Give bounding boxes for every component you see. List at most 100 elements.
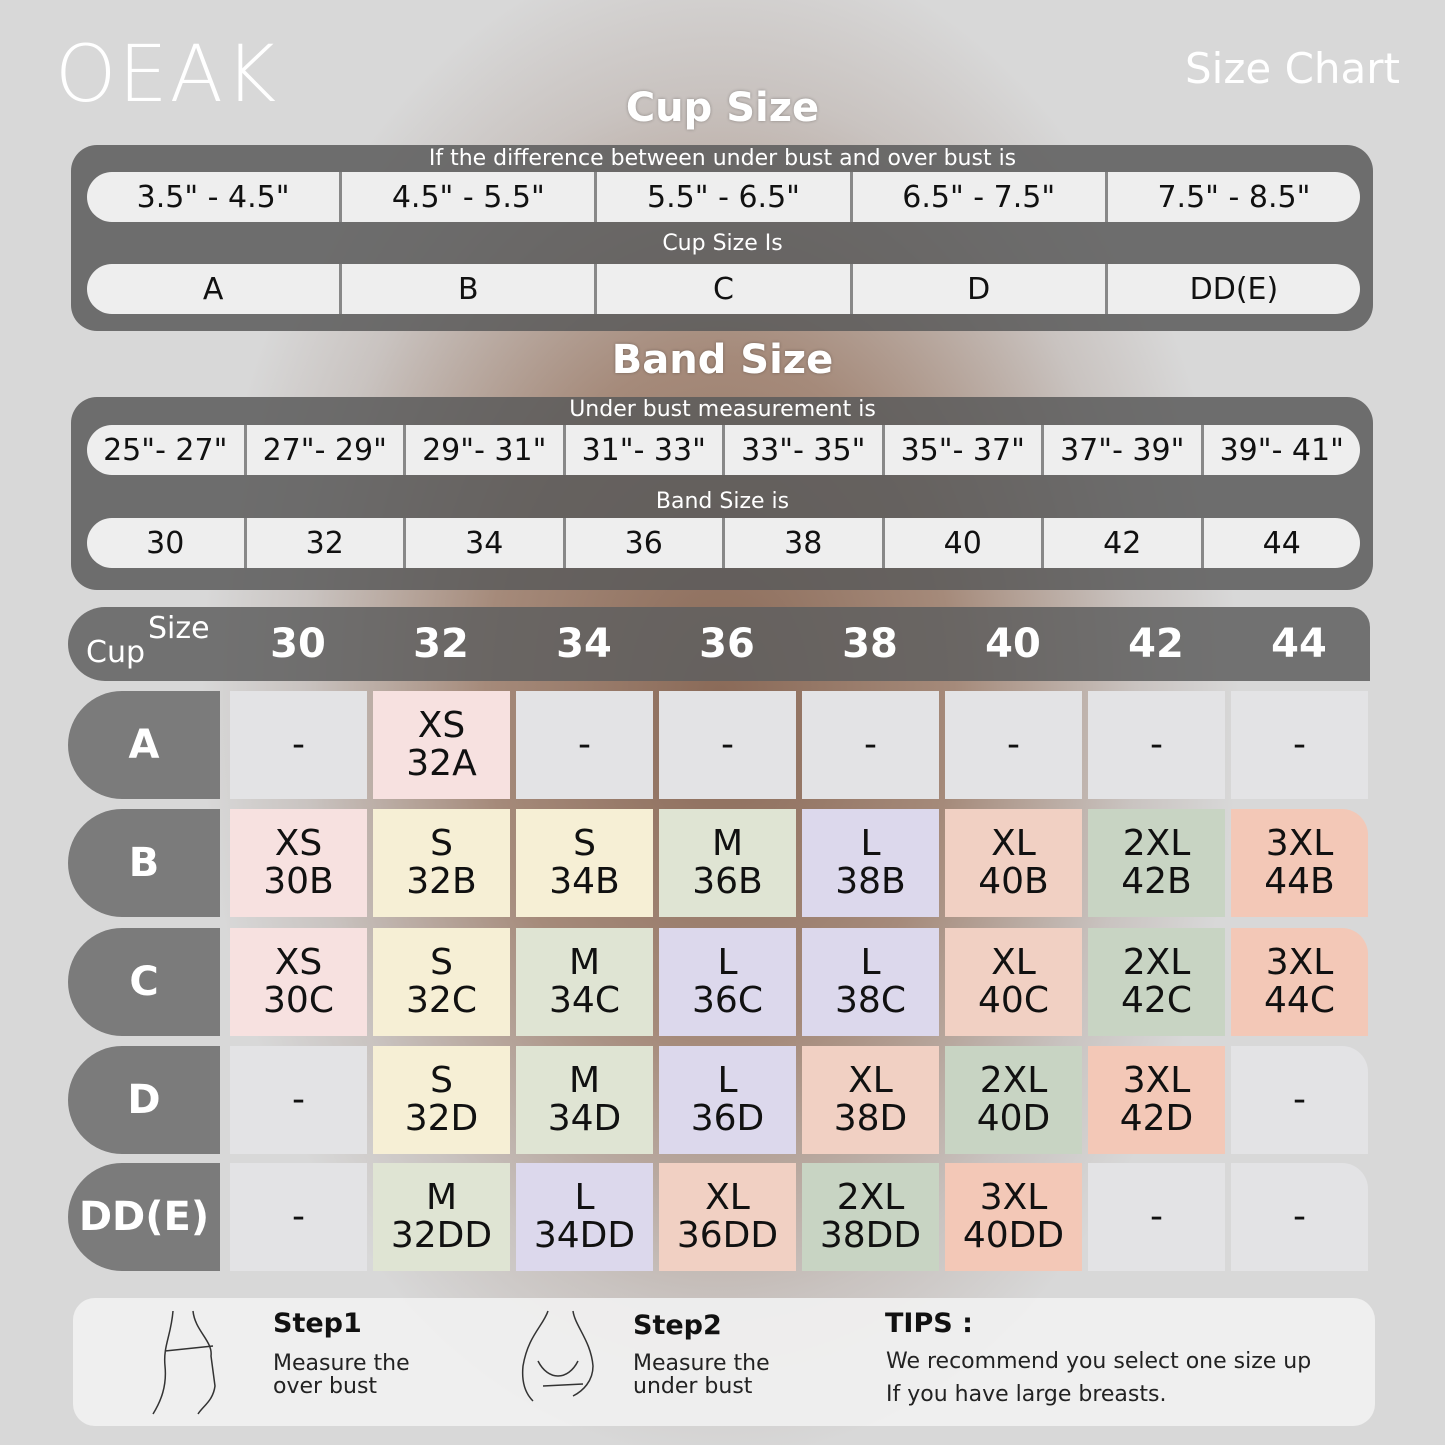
size-code: 32A <box>406 743 477 784</box>
size-cell: - <box>230 1046 367 1154</box>
tips-title: TIPS : <box>885 1308 973 1339</box>
size-code: 32D <box>404 1098 479 1139</box>
band-value-cell: 42 <box>1044 518 1204 568</box>
size-label: 2XL <box>1122 823 1191 864</box>
size-label: L <box>717 1060 738 1101</box>
size-label: 3XL <box>1265 942 1334 983</box>
cup-value-row: A B C D DD(E) <box>87 264 1360 314</box>
size-cell: L 36C <box>659 928 796 1036</box>
size-cell: - <box>1231 1163 1368 1271</box>
band-value-cell: 38 <box>725 518 885 568</box>
size-code: 34D <box>547 1098 622 1139</box>
step1-title: Step1 <box>273 1308 362 1339</box>
size-cell: L 38B <box>802 809 939 917</box>
size-label: - <box>721 724 734 765</box>
band-range-cell: 37"- 39" <box>1044 425 1204 475</box>
size-code: 38DD <box>819 1215 922 1256</box>
size-cell: S 32B <box>373 809 510 917</box>
size-label: - <box>1293 1196 1306 1237</box>
size-label: - <box>292 1079 305 1120</box>
band-value-cell: 30 <box>87 518 247 568</box>
cup-range-cell: 6.5" - 7.5" <box>853 172 1108 222</box>
size-code: 40DD <box>962 1215 1065 1256</box>
size-cell: L 34DD <box>516 1163 653 1271</box>
corner-cup-label: Cup <box>86 635 146 670</box>
corner-size-label: Size <box>148 611 210 646</box>
size-label: XL <box>705 1177 750 1218</box>
size-code: 32B <box>406 861 477 902</box>
size-cell: 3XL 44B <box>1231 809 1368 917</box>
size-code: 36DD <box>676 1215 779 1256</box>
size-cell: - <box>1231 691 1368 799</box>
size-cell: M 36B <box>659 809 796 917</box>
size-label: XL <box>991 823 1036 864</box>
cup-value-cell: B <box>342 264 598 314</box>
size-code: 40D <box>976 1098 1051 1139</box>
size-cell: - <box>230 691 367 799</box>
size-cell: 2XL 42C <box>1088 928 1225 1036</box>
band-value-row: 30 32 34 36 38 40 42 44 <box>87 518 1360 568</box>
band-range-cell: 39"- 41" <box>1219 432 1344 468</box>
size-code: 38C <box>835 980 906 1021</box>
row-header-cup: DD(E) <box>68 1163 220 1271</box>
size-cell: - <box>516 691 653 799</box>
size-cell: XS 30B <box>230 809 367 917</box>
size-label: - <box>864 724 877 765</box>
row-header-cup: B <box>68 809 220 917</box>
size-code: 36C <box>692 980 763 1021</box>
cup-size-heading: Cup Size <box>625 85 820 131</box>
size-label: S <box>430 942 453 983</box>
size-code: 36B <box>692 861 763 902</box>
row-header-cup: A <box>68 691 220 799</box>
page-title: Size Chart <box>1185 44 1400 93</box>
size-label: L <box>860 942 881 983</box>
band-value-cell: 32 <box>247 518 406 568</box>
size-label: - <box>1293 724 1306 765</box>
size-cell: XL 38D <box>802 1046 939 1154</box>
cup-value-cell: A <box>87 264 343 314</box>
band-range-cell: 31"- 33" <box>566 425 725 475</box>
size-cell: - <box>659 691 796 799</box>
size-code: 30C <box>263 980 334 1021</box>
column-header: 34 <box>556 621 612 667</box>
band-result-label: Band Size is <box>655 489 790 514</box>
size-code: 42C <box>1121 980 1192 1021</box>
size-cell: M 34C <box>516 928 653 1036</box>
size-label: - <box>1150 724 1163 765</box>
size-cell: L 38C <box>802 928 939 1036</box>
size-code: 44B <box>1264 861 1335 902</box>
size-label: - <box>1150 1196 1163 1237</box>
cup-range-cell: 4.5" - 5.5" <box>342 172 598 222</box>
cup-range-row: 3.5" - 4.5" 4.5" - 5.5" 5.5" - 6.5" 6.5" - … <box>87 172 1360 222</box>
size-cell: XS 30C <box>230 928 367 1036</box>
size-cell: XL 36DD <box>659 1163 796 1271</box>
size-label: 2XL <box>1122 942 1191 983</box>
size-code: 38B <box>835 861 906 902</box>
under-bust-figure-icon <box>521 1310 594 1402</box>
size-cell: - <box>230 1163 367 1271</box>
size-label: 3XL <box>979 1177 1048 1218</box>
size-code: 42B <box>1121 861 1192 902</box>
size-label: L <box>717 942 738 983</box>
size-label: - <box>1007 724 1020 765</box>
band-range-cell: 35"- 37" <box>885 425 1044 475</box>
size-cell: M 32DD <box>373 1163 510 1271</box>
column-header: 30 <box>270 621 326 667</box>
band-size-heading: Band Size <box>611 337 834 383</box>
size-cell: 2XL 42B <box>1088 809 1225 917</box>
size-code: 40C <box>978 980 1049 1021</box>
row-header-cup: C <box>68 928 220 1036</box>
band-value-cell: 44 <box>1262 525 1301 561</box>
row-header-cup: D <box>68 1046 220 1154</box>
size-label: 2XL <box>836 1177 905 1218</box>
size-code: 40B <box>978 861 1049 902</box>
cup-value-cell: DD(E) <box>1189 271 1279 307</box>
size-cell: 2XL 38DD <box>802 1163 939 1271</box>
size-table-header: Size Cup 30 32 34 36 38 40 42 44 <box>68 607 1370 681</box>
size-cell: 3XL 42D <box>1088 1046 1225 1154</box>
band-range-cell: 25"- 27" <box>87 425 247 475</box>
band-value-cell: 36 <box>566 518 725 568</box>
size-cell: 3XL 44C <box>1231 928 1368 1036</box>
size-code: 38D <box>833 1098 908 1139</box>
size-code: 42D <box>1119 1098 1194 1139</box>
